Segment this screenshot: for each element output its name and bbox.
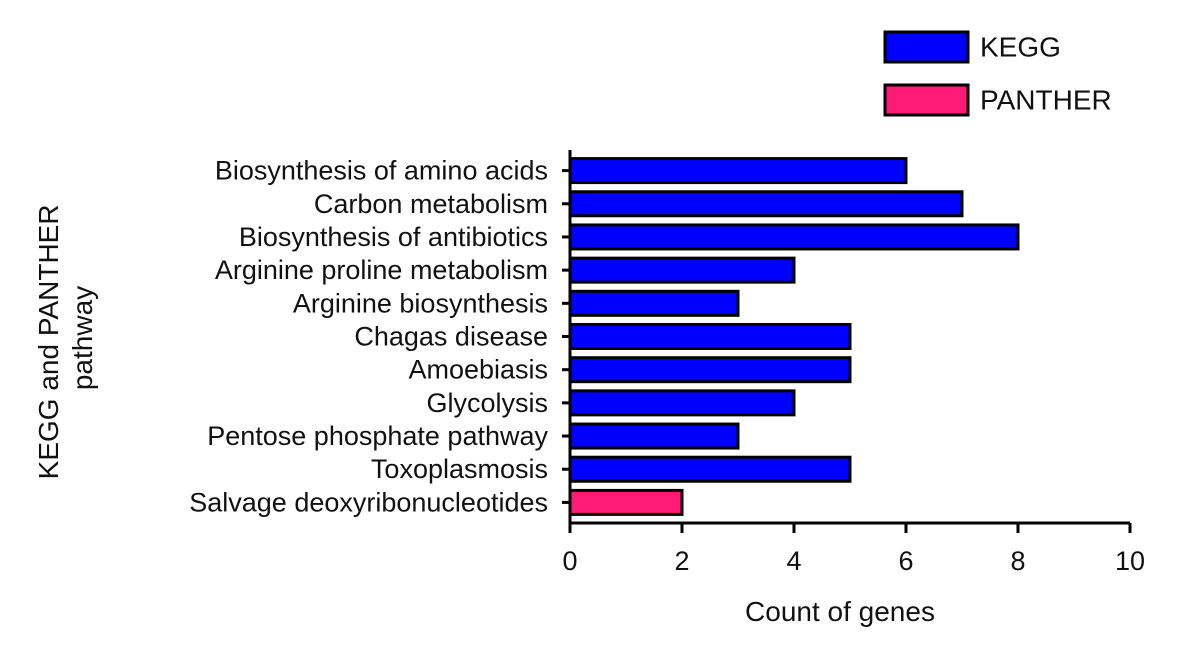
y-axis-title: KEGG and PANTHER pathway [33,197,98,480]
x-tick-label-2: 2 [674,546,689,576]
legend-swatch-panther [883,83,970,117]
x-tick-label-8: 8 [1010,546,1025,576]
category-label-pentose-phosphate-pathway: Pentose phosphate pathway [207,421,548,451]
category-label-carbon-metabolism: Carbon metabolism [314,189,548,219]
bar-carbon-metabolism [568,190,964,218]
bar-glycolysis [568,389,796,417]
bar-chagas-disease [568,323,852,350]
bar-toxoplasmosis [568,455,852,483]
axes: 0 2 4 6 8 10 [562,150,1145,576]
bar-amoebiasis [568,356,852,384]
bars [568,157,1020,516]
bar-salvage-deoxyribonucleotides [568,488,684,516]
x-tick-label-6: 6 [898,546,913,576]
legend: KEGG PANTHER [883,30,1112,117]
bar-arginine-proline-metabolism [568,256,796,284]
y-axis-title-line-2: pathway [67,286,98,390]
x-tick-label-4: 4 [786,546,801,576]
legend-label-kegg: KEGG [980,32,1061,63]
category-label-salvage-deoxyribonucleotides: Salvage deoxyribonucleotides [189,487,548,517]
category-label-glycolysis: Glycolysis [426,388,548,418]
category-label-biosynthesis-of-antibiotics: Biosynthesis of antibiotics [239,222,548,252]
bar-biosynthesis-of-antibiotics [568,223,1020,251]
x-tick-label-10: 10 [1115,546,1145,576]
bar-arginine-biosynthesis [568,289,740,317]
category-label-arginine-biosynthesis: Arginine biosynthesis [293,288,548,318]
category-label-toxoplasmosis: Toxoplasmosis [371,454,548,484]
category-label-arginine-proline-metabolism: Arginine proline metabolism [215,255,548,285]
bar-biosynthesis-of-amino-acids [568,157,908,185]
legend-label-panther: PANTHER [980,85,1112,116]
category-label-amoebiasis: Amoebiasis [408,355,548,385]
category-label-chagas-disease: Chagas disease [354,322,548,352]
category-label-biosynthesis-of-amino-acids: Biosynthesis of amino acids [215,156,548,186]
y-axis-title-line-1: KEGG and PANTHER [33,204,64,479]
bar-pentose-phosphate-pathway [568,422,740,450]
legend-swatch-kegg [883,30,970,64]
x-axis-title: Count of genes [745,596,935,627]
x-tick-label-0: 0 [562,546,577,576]
